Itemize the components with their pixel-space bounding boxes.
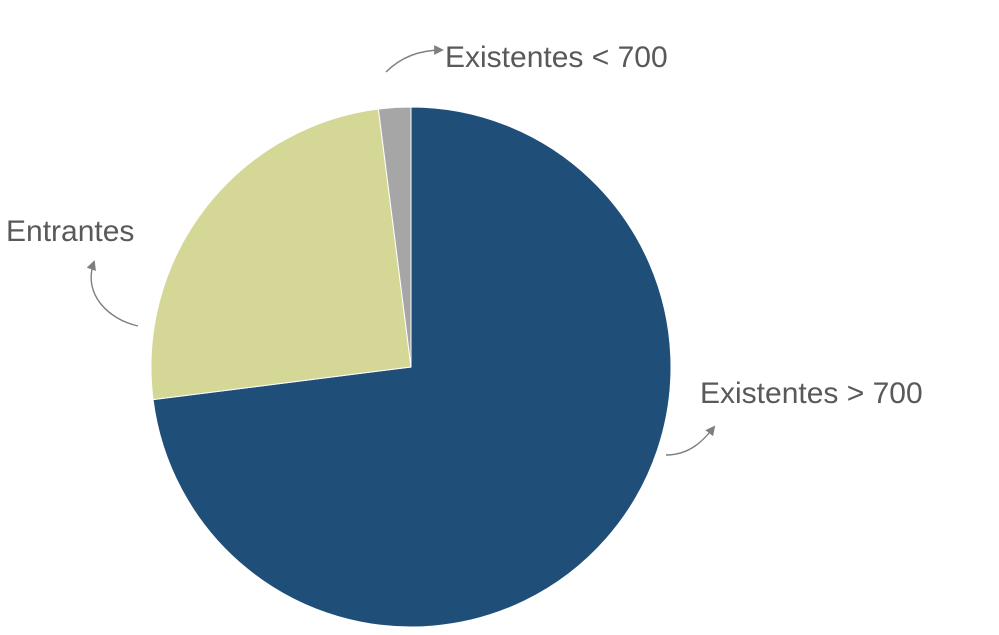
slice-labels: Existentes > 700 Entrantes Existentes < …	[6, 41, 923, 410]
leader-arrow-existentes-lt-700	[385, 45, 444, 73]
pie-slice-existentes-lt-700	[377, 106, 412, 368]
slice-label-existentes-lt-700: Existentes < 700	[445, 41, 668, 74]
pie-slices	[150, 106, 672, 628]
slice-label-existentes-gt-700: Existentes > 700	[700, 377, 923, 410]
pie-slice-existentes-gt-700	[152, 106, 672, 628]
leader-arrow-entrantes	[86, 260, 139, 327]
leader-arrows	[86, 45, 716, 456]
pie-slice-entrantes	[150, 108, 412, 401]
slice-label-entrantes: Entrantes	[6, 215, 134, 248]
leader-arrow-existentes-gt-700	[665, 425, 716, 456]
